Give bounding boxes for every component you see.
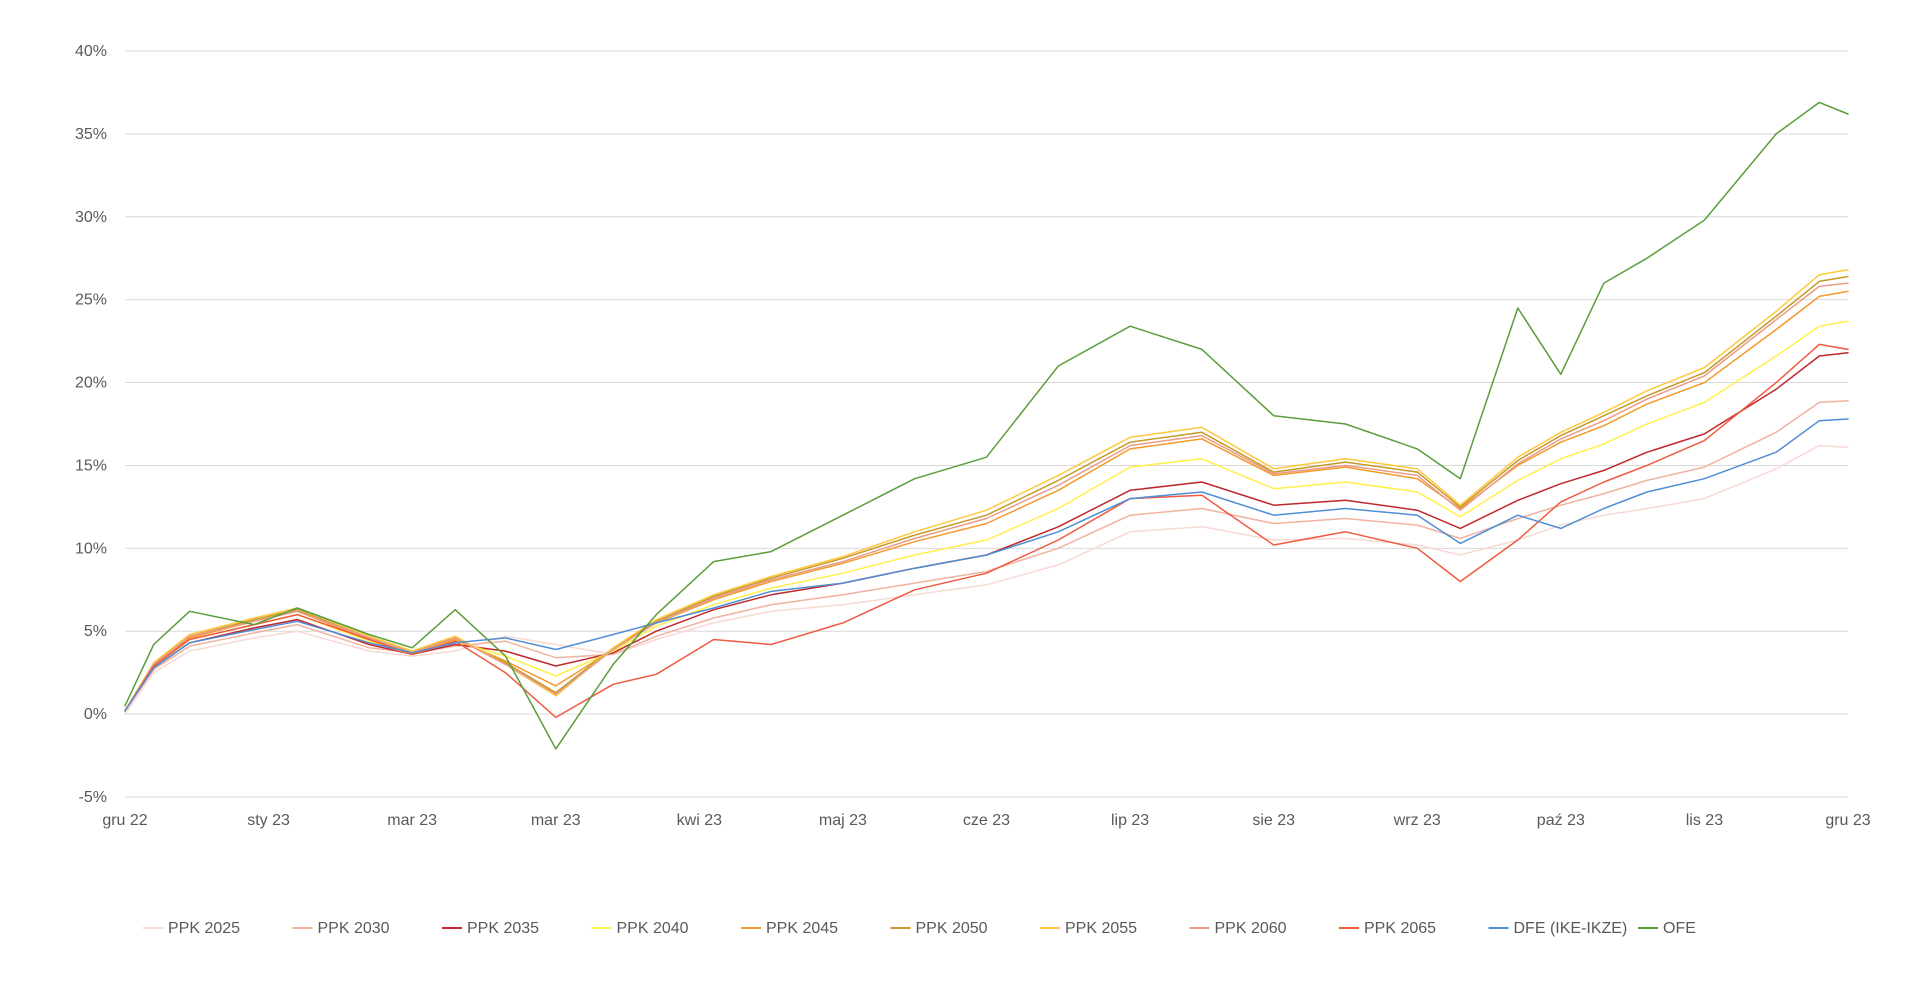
series-line-dfe-ike-ikze: [124, 418, 1849, 712]
series-line-ppk-2055: [124, 269, 1849, 712]
x-axis-tick-labels: gru 22 sty 23 mar 23 mar 23 kwi 23 maj 23 cze …: [102, 812, 1870, 829]
x-tick-label: sty 23: [247, 812, 290, 829]
legend: PPK 2025 PPK 2030 PPK 2035 PPK 2040 PPK 2045…: [143, 920, 1696, 937]
y-tick-label: 40%: [75, 43, 107, 60]
series-line-ppk-2065: [124, 343, 1849, 719]
gridlines: [125, 50, 1848, 798]
legend-item-dfe-ike-ikze: DFE (IKE-IKZE): [1488, 920, 1628, 937]
y-tick-label: 30%: [75, 209, 107, 226]
y-tick-label: 15%: [75, 457, 107, 474]
legend-label: PPK 2065: [1364, 920, 1436, 937]
legend-item-ppk-2055: PPK 2055: [1040, 920, 1137, 937]
legend-item-ppk-2040: PPK 2040: [591, 920, 689, 937]
legend-item-ppk-2045: PPK 2045: [741, 920, 838, 937]
y-tick-label: -5%: [79, 789, 107, 806]
y-tick-label: 20%: [75, 375, 107, 392]
y-tick-label: 35%: [75, 126, 107, 143]
legend-label: PPK 2050: [916, 920, 988, 937]
legend-item-ofe: OFE: [1638, 920, 1696, 937]
legend-item-ppk-2060: PPK 2060: [1189, 920, 1287, 937]
x-tick-label: mar 23: [531, 812, 581, 829]
y-tick-label: 25%: [75, 292, 107, 309]
x-tick-label: wrz 23: [1393, 812, 1441, 829]
legend-item-ppk-2065: PPK 2065: [1339, 920, 1436, 937]
legend-item-ppk-2030: PPK 2030: [292, 920, 390, 937]
x-tick-label: lis 23: [1686, 812, 1723, 829]
x-tick-label: paź 23: [1537, 812, 1585, 829]
y-tick-label: 10%: [75, 540, 107, 557]
x-tick-label: sie 23: [1252, 812, 1295, 829]
legend-label: OFE: [1663, 920, 1696, 937]
series-line-ppk-2035: [124, 351, 1849, 712]
legend-label: PPK 2035: [467, 920, 539, 937]
series-line-ppk-2025: [124, 444, 1849, 715]
x-tick-label: gru 23: [1825, 812, 1870, 829]
x-tick-label: lip 23: [1111, 812, 1149, 829]
legend-label: PPK 2030: [318, 920, 390, 937]
x-tick-label: gru 22: [102, 812, 147, 829]
x-tick-label: cze 23: [963, 812, 1010, 829]
legend-label: PPK 2055: [1065, 920, 1137, 937]
y-tick-label: 0%: [84, 706, 107, 723]
x-tick-label: mar 23: [387, 812, 437, 829]
series-line-ppk-2040: [124, 320, 1849, 712]
legend-label: PPK 2045: [766, 920, 838, 937]
y-axis-tick-labels: -5% 0% 5% 10% 15% 20% 25% 30% 35% 40%: [75, 43, 107, 806]
legend-label: PPK 2025: [168, 920, 240, 937]
legend-item-ppk-2050: PPK 2050: [890, 920, 988, 937]
series-lines: [124, 101, 1849, 750]
x-tick-label: maj 23: [819, 812, 867, 829]
series-line-ppk-2060: [124, 282, 1849, 712]
y-tick-label: 5%: [84, 623, 107, 640]
x-tick-label: kwi 23: [677, 812, 722, 829]
series-line-ofe: [124, 101, 1849, 750]
legend-label: DFE (IKE-IKZE): [1514, 920, 1628, 937]
legend-label: PPK 2040: [617, 920, 689, 937]
series-line-ppk-2030: [124, 400, 1849, 712]
legend-item-ppk-2025: PPK 2025: [143, 920, 240, 937]
legend-item-ppk-2035: PPK 2035: [442, 920, 539, 937]
legend-label: PPK 2060: [1215, 920, 1287, 937]
